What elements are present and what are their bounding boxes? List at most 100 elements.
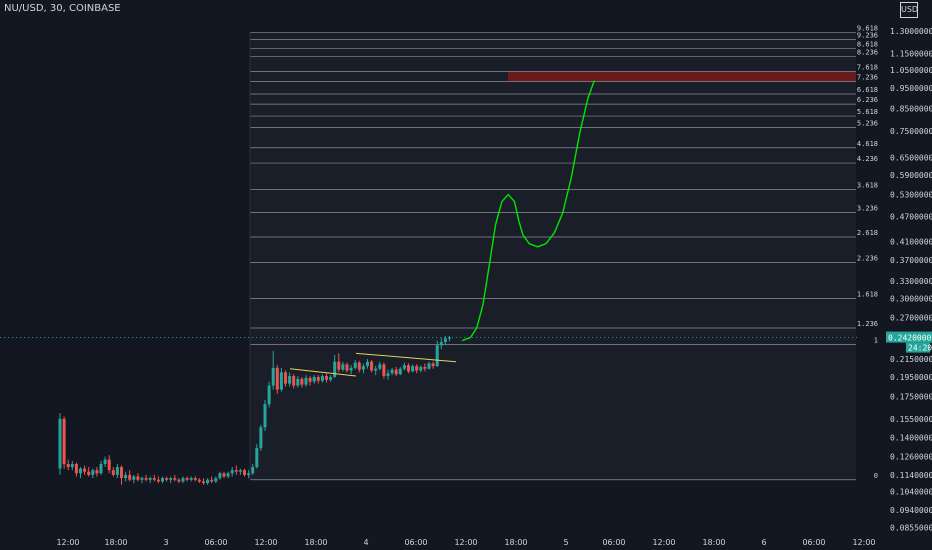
fib-level-label: 1.236 xyxy=(857,320,878,328)
candle-body xyxy=(197,479,201,482)
candle-body xyxy=(353,362,357,368)
time-axis-tick: 12:00 xyxy=(254,538,277,547)
candle-body xyxy=(378,364,382,369)
fib-level-label: 0 xyxy=(874,472,878,480)
time-axis-tick: 06:00 xyxy=(404,538,427,547)
candle-body xyxy=(382,364,386,377)
candle-body xyxy=(222,473,226,477)
candle-body xyxy=(329,376,333,380)
candle-body xyxy=(234,470,238,472)
candle-body xyxy=(91,470,95,475)
fib-highlight-zone xyxy=(508,71,856,82)
candle-body xyxy=(443,338,447,343)
candle-body xyxy=(214,478,218,482)
candle-body xyxy=(132,476,136,480)
candle-body xyxy=(181,478,185,482)
candle-body xyxy=(394,369,398,375)
candle-body xyxy=(173,478,177,480)
candle-body xyxy=(357,362,361,370)
candle-body xyxy=(415,366,419,371)
time-axis-tick: 3 xyxy=(163,538,168,547)
fib-level-label: 6.236 xyxy=(857,96,878,104)
candle-body xyxy=(107,459,111,471)
candle-body xyxy=(111,470,115,475)
time-axis-tick: 12:00 xyxy=(56,538,79,547)
candle-body xyxy=(304,377,308,385)
candle-body xyxy=(402,365,406,369)
time-axis-tick: 4 xyxy=(363,538,368,547)
candle-body xyxy=(206,479,210,484)
candle-body xyxy=(156,479,160,482)
candle-body xyxy=(251,467,255,474)
candle-body xyxy=(169,478,173,480)
countdown-label: 24:20 xyxy=(908,344,932,353)
time-axis-tick: 5 xyxy=(563,538,568,547)
candle-body xyxy=(308,377,312,382)
candle-body xyxy=(398,368,402,375)
candle-body xyxy=(275,367,279,390)
trendline-upper xyxy=(355,352,457,363)
time-axis-tick: 18:00 xyxy=(104,538,127,547)
candle-body xyxy=(279,372,283,390)
candle-body xyxy=(325,376,328,380)
candle-body xyxy=(288,376,292,384)
candle-body xyxy=(144,478,148,480)
candle-body xyxy=(296,378,300,386)
candle-body xyxy=(439,342,443,346)
fib-level-label: 3.618 xyxy=(857,181,878,189)
candle-body xyxy=(128,474,132,480)
candle-body xyxy=(66,464,70,468)
candle-body xyxy=(341,364,345,370)
candle-body xyxy=(407,365,410,372)
trendline-lower xyxy=(289,368,357,377)
time-axis-tick: 06:00 xyxy=(802,538,825,547)
candle-body xyxy=(300,378,304,385)
chart-title: NU/USD, 30, COINBASE xyxy=(4,3,121,14)
candle-body xyxy=(243,470,246,475)
projection-curve xyxy=(461,80,595,342)
candle-body xyxy=(312,376,316,382)
candle-body xyxy=(99,464,103,474)
candle-body xyxy=(230,470,234,474)
candle-body xyxy=(345,364,349,371)
candle-body xyxy=(148,478,152,480)
candle-body xyxy=(74,464,78,474)
candle-body xyxy=(87,471,91,475)
candle-body xyxy=(390,369,394,374)
candle-body xyxy=(316,376,320,381)
currency-button[interactable]: USD xyxy=(900,2,918,18)
fib-level-label: 8.236 xyxy=(857,48,878,56)
candle-body xyxy=(448,337,451,339)
candle-body xyxy=(374,368,378,371)
candle-body xyxy=(136,476,140,480)
candle-body xyxy=(165,478,169,480)
time-axis-tick: 06:00 xyxy=(602,538,625,547)
candle-body xyxy=(247,473,251,475)
fib-level-label: 5.618 xyxy=(857,108,878,116)
candle-body xyxy=(320,376,324,381)
candle-body xyxy=(292,376,296,386)
fib-level-label: 9.236 xyxy=(857,32,878,40)
candle-body xyxy=(120,467,123,479)
fib-level-label: 4.236 xyxy=(857,155,878,163)
candle-body xyxy=(79,468,82,474)
time-axis-tick: 12:00 xyxy=(652,538,675,547)
candle-body xyxy=(58,418,62,469)
candle-body xyxy=(267,385,271,405)
